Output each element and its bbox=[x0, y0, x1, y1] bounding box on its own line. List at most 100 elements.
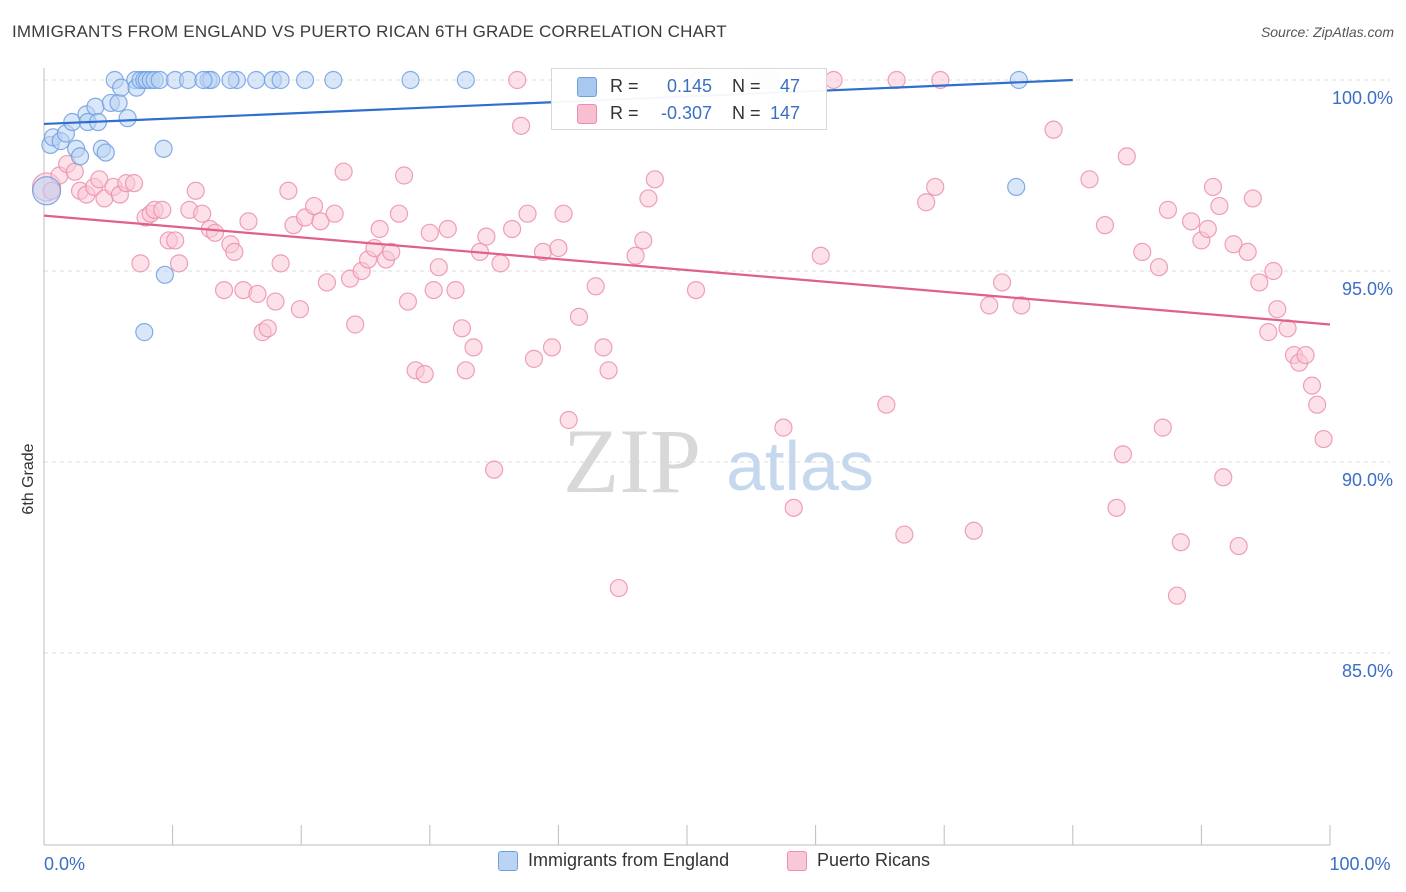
point-puerto-rican bbox=[382, 242, 401, 261]
data-points bbox=[31, 70, 1333, 605]
point-puerto-rican bbox=[394, 166, 414, 185]
tick-labels: 85.0% 90.0% 95.0% 100.0% 0.0% 100.0% bbox=[44, 88, 1393, 874]
point-puerto-rican bbox=[1012, 296, 1031, 315]
point-puerto-rican bbox=[1238, 242, 1257, 261]
point-puerto-rican bbox=[485, 460, 504, 479]
point-puerto-rican bbox=[645, 170, 664, 189]
point-puerto-rican bbox=[1243, 189, 1262, 208]
point-puerto-rican bbox=[1133, 242, 1152, 261]
point-puerto-rican bbox=[1117, 147, 1136, 166]
r-value: -0.307 bbox=[660, 103, 712, 123]
point-puerto-rican bbox=[370, 219, 389, 239]
y-tick-label: 90.0% bbox=[1342, 470, 1393, 490]
point-puerto-rican bbox=[1224, 235, 1243, 254]
axes bbox=[43, 68, 1331, 846]
point-england bbox=[1009, 70, 1028, 90]
point-puerto-rican bbox=[266, 292, 285, 311]
point-puerto-rican bbox=[491, 254, 510, 273]
r-value: 0.145 bbox=[666, 76, 712, 96]
point-puerto-rican bbox=[239, 212, 258, 231]
point-puerto-rican bbox=[1308, 395, 1327, 414]
point-puerto-rican bbox=[964, 521, 983, 540]
x-tick-label: 100.0% bbox=[1329, 854, 1390, 874]
point-puerto-rican bbox=[304, 196, 324, 216]
point-puerto-rican bbox=[424, 281, 443, 300]
point-puerto-rican bbox=[205, 223, 225, 242]
legend-swatch-puerto-ricans bbox=[787, 850, 807, 871]
point-puerto-rican bbox=[153, 200, 172, 219]
point-england bbox=[194, 70, 213, 90]
point-puerto-rican bbox=[518, 204, 537, 223]
point-england bbox=[150, 70, 169, 90]
point-puerto-rican bbox=[464, 338, 483, 357]
point-puerto-rican bbox=[65, 162, 84, 181]
point-england bbox=[96, 143, 115, 162]
point-puerto-rican bbox=[524, 349, 544, 368]
point-puerto-rican bbox=[549, 238, 568, 258]
stats-swatch-puerto-ricans bbox=[577, 104, 597, 124]
r-label: R = bbox=[610, 103, 639, 123]
point-puerto-rican bbox=[438, 219, 457, 239]
point-puerto-rican bbox=[1214, 468, 1233, 487]
point-puerto-rican bbox=[594, 338, 613, 357]
point-puerto-rican bbox=[1107, 498, 1126, 517]
point-puerto-rican bbox=[248, 284, 267, 304]
y-tick-label: 85.0% bbox=[1342, 661, 1393, 681]
point-england bbox=[221, 70, 240, 90]
chart-title: IMMIGRANTS FROM ENGLAND VS PUERTO RICAN … bbox=[12, 22, 727, 41]
point-puerto-rican bbox=[992, 273, 1012, 292]
point-puerto-rican bbox=[1158, 200, 1178, 219]
point-puerto-rican bbox=[193, 204, 212, 223]
point-puerto-rican bbox=[90, 170, 109, 189]
point-england bbox=[247, 70, 266, 90]
point-puerto-rican bbox=[1210, 196, 1229, 216]
point-puerto-rican bbox=[887, 70, 906, 90]
point-puerto-rican bbox=[1268, 300, 1287, 319]
n-label: N = bbox=[732, 76, 761, 96]
n-label: N = bbox=[732, 103, 761, 123]
point-england bbox=[70, 147, 90, 166]
point-puerto-rican bbox=[1044, 120, 1063, 139]
point-england bbox=[271, 70, 290, 90]
point-england bbox=[31, 176, 62, 206]
point-puerto-rican bbox=[542, 338, 562, 357]
point-puerto-rican bbox=[1095, 216, 1115, 235]
point-puerto-rican bbox=[389, 204, 409, 223]
legend-label-puerto-ricans: Puerto Ricans bbox=[817, 850, 931, 870]
point-puerto-rican bbox=[258, 319, 277, 338]
point-puerto-rican bbox=[569, 307, 589, 326]
stats-row-england: R = 0.145 N = 47 bbox=[552, 73, 828, 99]
point-puerto-rican bbox=[1153, 418, 1172, 437]
point-puerto-rican bbox=[980, 296, 999, 315]
point-puerto-rican bbox=[452, 319, 472, 338]
point-england bbox=[456, 70, 475, 90]
point-puerto-rican bbox=[1250, 273, 1269, 292]
legend-item-puerto-ricans[interactable]: Puerto Ricans bbox=[787, 850, 930, 871]
point-puerto-rican bbox=[931, 70, 950, 90]
legend-item-england[interactable]: Immigrants from England bbox=[498, 850, 729, 871]
point-puerto-rican bbox=[917, 193, 936, 212]
y-axis-label-wrap: 6th Grade bbox=[14, 420, 44, 540]
point-puerto-rican bbox=[346, 315, 365, 334]
point-england bbox=[154, 139, 173, 158]
point-puerto-rican bbox=[639, 189, 658, 208]
point-puerto-rican bbox=[586, 277, 605, 296]
point-puerto-rican bbox=[290, 300, 310, 319]
legend: Immigrants from England Puerto Ricans bbox=[0, 850, 1406, 880]
point-puerto-rican bbox=[334, 162, 353, 181]
point-puerto-rican bbox=[398, 292, 418, 311]
point-puerto-rican bbox=[1302, 376, 1322, 395]
point-puerto-rican bbox=[166, 231, 185, 250]
point-puerto-rican bbox=[1229, 536, 1248, 556]
point-england bbox=[135, 323, 154, 342]
point-puerto-rican bbox=[774, 418, 793, 437]
point-puerto-rican bbox=[1182, 212, 1201, 231]
point-puerto-rican bbox=[477, 227, 496, 246]
x-tick-label: 0.0% bbox=[44, 854, 85, 874]
point-puerto-rican bbox=[503, 219, 522, 239]
point-england bbox=[109, 93, 128, 113]
point-puerto-rican bbox=[446, 281, 465, 300]
watermark: ZIP atlas bbox=[563, 410, 874, 512]
point-puerto-rican bbox=[686, 281, 706, 300]
point-puerto-rican bbox=[1296, 345, 1315, 365]
